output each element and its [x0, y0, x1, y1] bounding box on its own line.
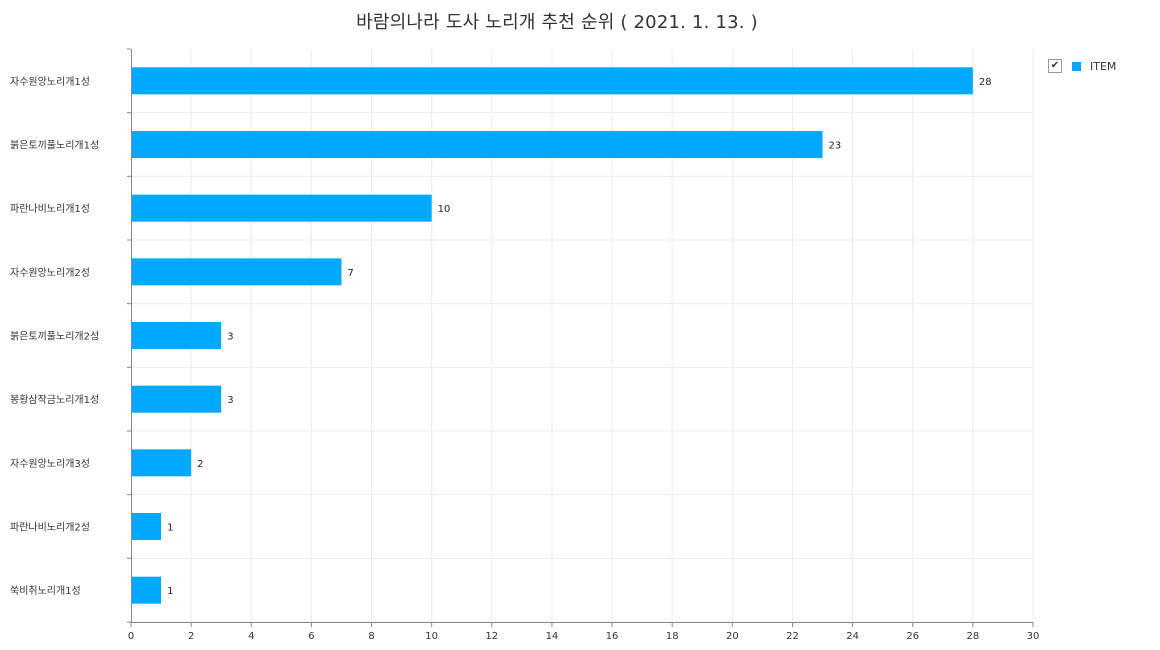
x-tick-label: 28	[966, 631, 979, 642]
bar	[132, 131, 823, 158]
legend-swatch	[1072, 61, 1081, 71]
category-label: 파란나비노리개1성	[10, 203, 90, 215]
checkbox-checked-icon[interactable]: ✔	[1048, 59, 1062, 73]
x-tick-label: 6	[308, 631, 314, 642]
category-label: 붉은토끼풀노리개1성	[10, 140, 99, 152]
bar	[132, 67, 973, 95]
bar	[132, 194, 432, 222]
category-label: 파란나비노리개2성	[10, 522, 90, 534]
legend-label: ITEM	[1090, 59, 1117, 73]
bar	[132, 576, 162, 604]
x-tick-label: 8	[368, 631, 374, 642]
x-tick-label: 10	[425, 631, 438, 642]
x-tick-label: 0	[128, 631, 134, 642]
category-label: 자수원앙노리개3성	[10, 458, 90, 470]
bar	[132, 258, 342, 286]
x-tick-label: 18	[666, 631, 679, 642]
x-tick-label: 24	[846, 631, 859, 642]
data-label: 10	[438, 204, 451, 215]
x-tick-label: 4	[248, 631, 254, 642]
category-label: 쑥비취노리개1성	[10, 585, 81, 597]
data-label: 7	[347, 268, 353, 279]
data-label: 23	[829, 141, 842, 152]
x-tick-label: 14	[546, 631, 559, 642]
data-label: 2	[197, 459, 203, 470]
x-tick-label: 12	[485, 631, 498, 642]
bar	[132, 449, 192, 477]
bar	[132, 513, 162, 540]
x-tick-label: 30	[1027, 631, 1040, 642]
data-label: 28	[979, 77, 992, 88]
data-label: 1	[167, 523, 173, 534]
category-label: 자수원앙노리개2성	[10, 267, 90, 279]
bar	[132, 322, 222, 349]
chart-title: 바람의나라 도사 노리개 추천 순위 ( 2021. 1. 13. )	[356, 12, 758, 33]
data-label: 3	[227, 332, 233, 343]
x-tick-label: 20	[726, 631, 739, 642]
category-label: 봉황삼작금노리개1성	[10, 394, 99, 406]
data-label: 1	[167, 586, 173, 597]
legend[interactable]: ✔ ITEM	[1048, 59, 1116, 73]
x-tick-label: 22	[786, 631, 799, 642]
bar	[132, 385, 222, 413]
category-label: 붉은토끼풀노리개2성	[10, 331, 99, 343]
x-tick-label: 26	[906, 631, 919, 642]
category-label: 자수원앙노리개1성	[10, 76, 90, 88]
data-label: 3	[227, 395, 233, 406]
x-tick-label: 16	[606, 631, 619, 642]
x-tick-label: 2	[188, 631, 194, 642]
